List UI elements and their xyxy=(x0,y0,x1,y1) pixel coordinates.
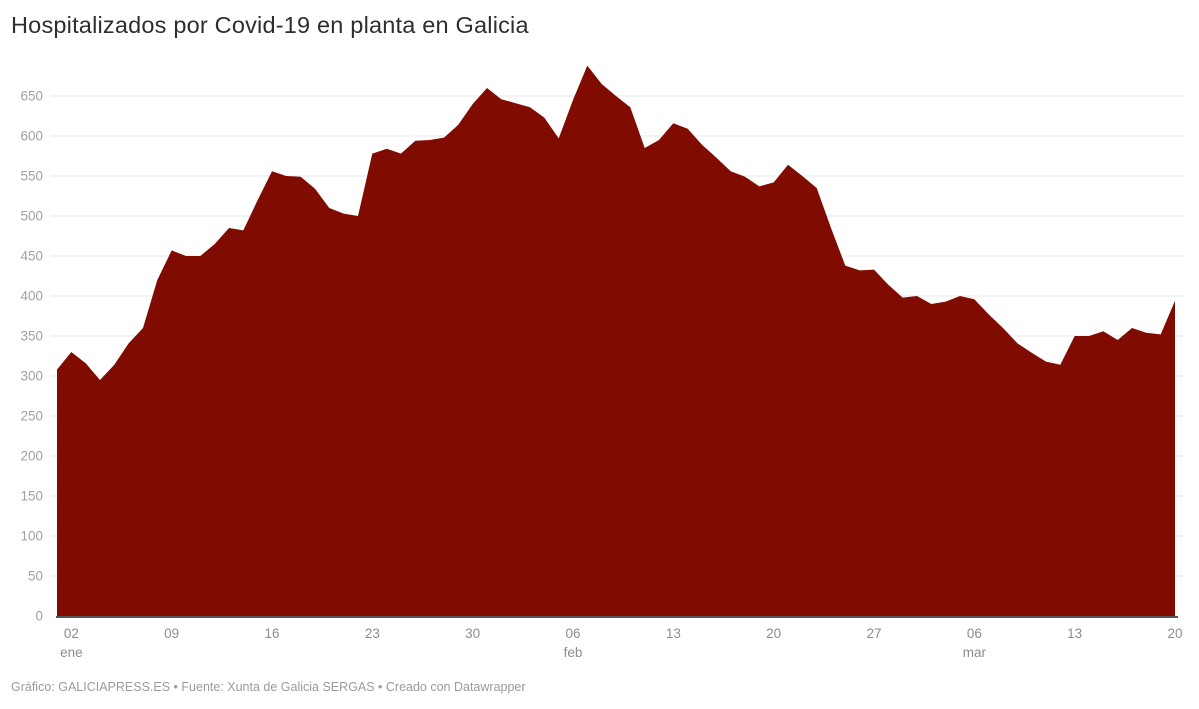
y-tick-label: 300 xyxy=(20,369,43,384)
y-tick-label: 200 xyxy=(20,449,43,464)
y-tick-label: 100 xyxy=(20,529,43,544)
x-tick-day-label: 02 xyxy=(64,626,79,641)
y-tick-label: 500 xyxy=(20,209,43,224)
x-tick-day-label: 27 xyxy=(866,626,881,641)
x-tick-month-label: ene xyxy=(60,645,83,660)
x-tick-day-label: 23 xyxy=(365,626,380,641)
x-tick-month-label: mar xyxy=(963,645,987,660)
y-tick-label: 350 xyxy=(20,329,43,344)
chart-title: Hospitalizados por Covid-19 en planta en… xyxy=(11,12,529,38)
x-tick-day-label: 13 xyxy=(1067,626,1082,641)
y-tick-label: 600 xyxy=(20,129,43,144)
y-tick-label: 450 xyxy=(20,249,43,264)
attribution-footer: Gráfico: GALICIAPRESS.ES • Fuente: Xunta… xyxy=(11,680,526,694)
y-tick-label: 400 xyxy=(20,289,43,304)
y-tick-label: 150 xyxy=(20,489,43,504)
y-tick-label: 550 xyxy=(20,169,43,184)
y-tick-label: 0 xyxy=(35,609,43,624)
y-tick-label: 250 xyxy=(20,409,43,424)
x-tick-day-label: 16 xyxy=(264,626,279,641)
x-tick-day-label: 20 xyxy=(766,626,781,641)
x-tick-day-label: 06 xyxy=(967,626,982,641)
y-tick-label: 50 xyxy=(28,569,43,584)
x-tick-day-label: 20 xyxy=(1167,626,1182,641)
x-tick-day-label: 13 xyxy=(666,626,681,641)
y-tick-label: 650 xyxy=(20,89,43,104)
area-series xyxy=(57,65,1175,617)
x-tick-day-label: 30 xyxy=(465,626,480,641)
x-tick-day-label: 06 xyxy=(565,626,580,641)
x-tick-month-label: feb xyxy=(564,645,583,660)
x-tick-day-label: 09 xyxy=(164,626,179,641)
